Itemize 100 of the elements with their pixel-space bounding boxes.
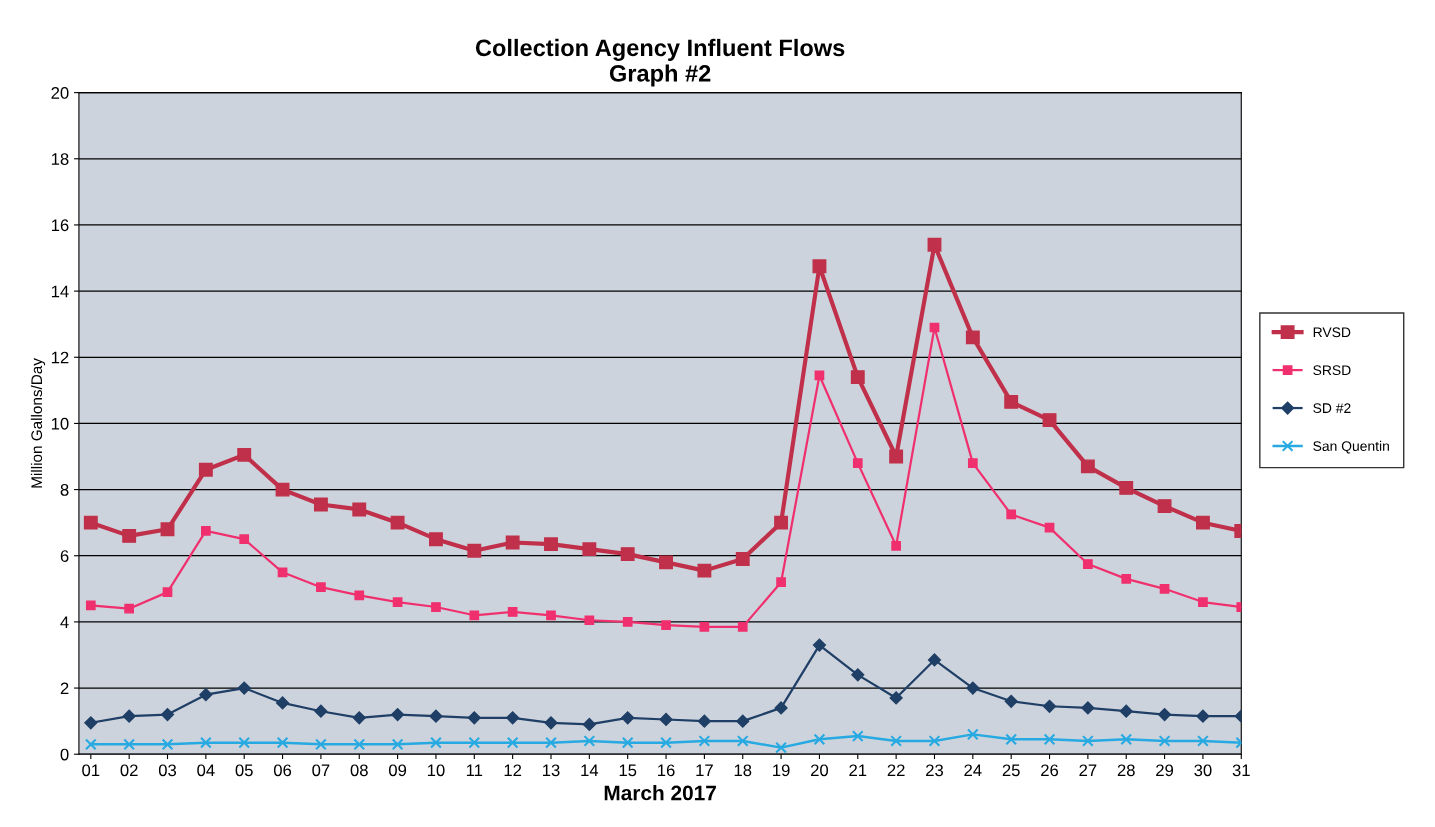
point xyxy=(812,638,827,652)
y-tick-label: 14 xyxy=(51,285,69,298)
x-tick-label: 05 xyxy=(235,764,253,777)
point xyxy=(890,735,903,747)
point xyxy=(659,712,673,727)
point xyxy=(122,528,137,543)
point xyxy=(275,696,290,710)
y-tick-label: 12 xyxy=(51,351,69,364)
point xyxy=(928,735,941,747)
point xyxy=(198,462,213,477)
point xyxy=(505,535,520,550)
point xyxy=(544,716,558,730)
point xyxy=(431,602,441,612)
y-tick-label: 2 xyxy=(60,682,69,695)
x-tick-label: 03 xyxy=(158,764,177,777)
point xyxy=(83,515,98,530)
point xyxy=(429,709,443,723)
point xyxy=(891,540,901,551)
point xyxy=(391,707,405,722)
point xyxy=(812,259,827,274)
point xyxy=(774,515,789,530)
x-tick-label: 18 xyxy=(734,764,752,777)
x-tick-label: 02 xyxy=(120,764,138,777)
x-tick-label: 04 xyxy=(197,764,215,777)
y-tick-label: 20 xyxy=(51,87,69,99)
point xyxy=(851,668,865,682)
point xyxy=(277,567,288,578)
x-tick-label: 10 xyxy=(427,764,445,777)
point xyxy=(621,711,635,725)
point xyxy=(813,733,826,746)
chart-title: Collection Agency Influent Flows Graph #2 xyxy=(475,38,845,87)
point xyxy=(199,736,212,749)
x-tick-label: 07 xyxy=(312,764,330,777)
point xyxy=(699,622,710,632)
point xyxy=(1081,701,1095,715)
point xyxy=(506,736,519,749)
point xyxy=(1121,574,1132,584)
point xyxy=(1120,733,1133,746)
point xyxy=(546,610,556,621)
point xyxy=(1195,515,1210,530)
point xyxy=(239,534,250,545)
point xyxy=(737,622,748,632)
point xyxy=(967,458,978,468)
point xyxy=(353,738,366,751)
point xyxy=(889,691,903,705)
point xyxy=(1196,709,1210,723)
point xyxy=(584,615,595,626)
x-tick-label: 13 xyxy=(543,764,560,777)
point xyxy=(582,717,596,732)
x-tick-label: 16 xyxy=(658,764,675,777)
point xyxy=(238,736,251,749)
point xyxy=(352,711,366,725)
point xyxy=(620,547,635,562)
point xyxy=(736,735,749,747)
point xyxy=(390,515,405,530)
x-tick-label: 08 xyxy=(350,764,368,777)
x-tick-label: 22 xyxy=(887,764,905,777)
point xyxy=(1005,733,1018,746)
y-tick-label: 4 xyxy=(60,616,69,628)
point xyxy=(160,522,175,537)
point xyxy=(124,603,135,614)
point xyxy=(850,370,865,385)
y-tick-label: 18 xyxy=(51,153,69,165)
point xyxy=(1197,735,1209,747)
point xyxy=(736,714,750,728)
point xyxy=(1042,699,1057,713)
point xyxy=(161,738,174,751)
x-tick-label: 23 xyxy=(926,764,944,777)
point xyxy=(735,552,750,566)
point xyxy=(314,704,328,718)
y-tick-label: 8 xyxy=(60,483,69,496)
point xyxy=(506,711,520,725)
x-tick-label: 09 xyxy=(388,764,407,777)
point xyxy=(545,736,557,749)
point xyxy=(160,707,175,722)
point xyxy=(965,330,980,345)
point xyxy=(352,502,367,517)
x-tick-label: 19 xyxy=(773,764,790,777)
point xyxy=(698,735,711,747)
point xyxy=(275,482,290,497)
x-tick-label: 11 xyxy=(466,764,483,777)
y-tick-label: 10 xyxy=(51,417,69,430)
point xyxy=(392,597,403,607)
point xyxy=(544,537,558,552)
point xyxy=(776,577,786,588)
x-tick-label: 01 xyxy=(82,764,100,777)
point xyxy=(1006,509,1017,520)
point xyxy=(1004,394,1019,409)
point xyxy=(1198,597,1208,607)
point xyxy=(852,458,863,468)
point xyxy=(162,587,173,597)
x-tick-label: 06 xyxy=(273,764,292,777)
point xyxy=(1081,735,1094,747)
point xyxy=(927,653,942,667)
point xyxy=(237,681,251,695)
point xyxy=(316,582,326,593)
point xyxy=(660,736,672,749)
point xyxy=(85,600,96,611)
point xyxy=(697,563,712,578)
x-tick-label: 24 xyxy=(964,764,982,777)
